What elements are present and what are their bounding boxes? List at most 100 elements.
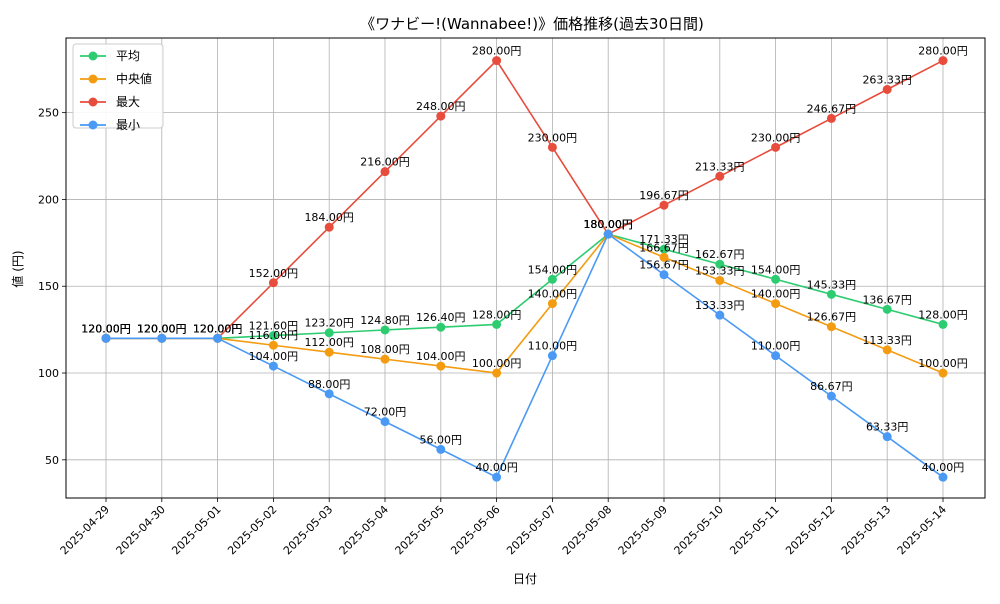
series-point-平均 xyxy=(771,274,781,284)
grid-layer xyxy=(66,38,985,498)
data-label-最大: 280.00円 xyxy=(472,45,522,58)
data-label-最大: 263.33円 xyxy=(862,74,912,87)
data-label-最大: 196.67円 xyxy=(639,189,689,202)
data-label-最小: 63.33円 xyxy=(866,421,909,434)
series-point-平均 xyxy=(436,322,446,332)
series-point-最小 xyxy=(157,333,167,343)
series-point-中央値 xyxy=(380,354,390,364)
series-point-平均 xyxy=(826,289,836,299)
series-point-最大 xyxy=(771,142,781,152)
series-point-最大 xyxy=(659,200,669,210)
series-point-中央値 xyxy=(547,299,557,309)
data-label-平均: 128.00円 xyxy=(472,308,522,321)
data-label-最大: 248.00円 xyxy=(416,100,466,113)
series-line-平均 xyxy=(106,233,944,340)
x-tick-label: 2025-05-04 xyxy=(337,503,391,557)
series-point-最大 xyxy=(324,222,334,232)
data-label-最大: 230.00円 xyxy=(528,131,578,144)
data-label-最小: 110.00円 xyxy=(528,340,578,353)
data-label-中央値: 120.00円 xyxy=(81,322,131,335)
series-point-最大 xyxy=(882,85,892,95)
data-label-最大: 216.00円 xyxy=(360,156,410,169)
series-point-最小 xyxy=(826,391,836,401)
y-tick-label: 250 xyxy=(38,107,59,120)
series-point-最小 xyxy=(324,389,334,399)
data-label-平均: 120.00円 xyxy=(137,322,187,335)
x-tick-label: 2025-05-09 xyxy=(616,503,670,557)
data-label-平均: 120.00円 xyxy=(81,322,131,335)
series-point-最小 xyxy=(938,472,948,482)
legend-swatch-marker xyxy=(88,97,98,107)
series-point-中央値 xyxy=(771,299,781,309)
data-label-中央値: 180.00円 xyxy=(583,218,633,231)
data-label-最小: 86.67円 xyxy=(810,380,853,393)
x-tick-label: 2025-04-29 xyxy=(58,503,112,557)
data-label-中央値: 120.00円 xyxy=(137,322,187,335)
data-label-最小: 120.00円 xyxy=(193,322,243,335)
data-label-平均: 171.33円 xyxy=(639,233,689,246)
y-tick-label: 100 xyxy=(38,367,59,380)
legend-label: 最小 xyxy=(116,118,140,132)
data-label-平均: 128.00円 xyxy=(918,308,968,321)
series-point-中央値 xyxy=(659,252,669,262)
series-point-最小 xyxy=(492,472,502,482)
x-tick-label: 2025-04-30 xyxy=(114,503,168,557)
series-point-平均 xyxy=(380,325,390,335)
series-point-中央値 xyxy=(826,322,836,332)
data-label-中央値: 113.33円 xyxy=(862,334,912,347)
series-line-最小 xyxy=(106,232,944,479)
x-tick-label: 2025-05-12 xyxy=(783,503,837,557)
data-label-最大: 184.00円 xyxy=(304,211,354,224)
data-label-平均: 126.40円 xyxy=(416,311,466,324)
series-point-中央値 xyxy=(715,275,725,285)
data-label-平均: 123.20円 xyxy=(304,317,354,330)
data-label-平均: 120.00円 xyxy=(193,322,243,335)
data-label-平均: 154.00円 xyxy=(528,263,578,276)
x-tick-label: 2025-05-07 xyxy=(504,503,558,557)
y-tick-label: 50 xyxy=(45,454,59,467)
legend-swatch-marker xyxy=(88,120,98,130)
x-tick-label: 2025-05-14 xyxy=(895,503,949,557)
data-label-平均: 121.60円 xyxy=(249,320,299,333)
series-point-最大 xyxy=(380,167,390,177)
data-label-最小: 180.00円 xyxy=(583,218,633,231)
series-point-中央値 xyxy=(882,345,892,355)
series-point-最小 xyxy=(659,270,669,280)
x-tick-label: 2025-05-08 xyxy=(560,503,614,557)
data-labels-layer: 120.00円 120.00円 120.00円 121.60円 123.20円 124.8… xyxy=(81,45,968,475)
data-label-平均: 136.67円 xyxy=(862,293,912,306)
series-point-最小 xyxy=(715,310,725,320)
data-label-中央値: 140.00円 xyxy=(751,288,801,301)
data-label-最小: 156.67円 xyxy=(639,259,689,272)
data-label-最小: 40.00円 xyxy=(922,461,965,474)
data-label-最小: 120.00円 xyxy=(137,322,187,335)
series-point-最小 xyxy=(771,351,781,361)
data-label-最大: 213.33円 xyxy=(695,160,745,173)
series-point-中央値 xyxy=(268,340,278,350)
data-label-中央値: 166.67円 xyxy=(639,241,689,254)
y-axis-label: 値 (円) xyxy=(10,250,25,287)
data-label-中央値: 116.00円 xyxy=(249,329,299,342)
series-point-平均 xyxy=(324,328,334,338)
series-point-最大 xyxy=(715,171,725,181)
y-tick-label: 150 xyxy=(38,280,59,293)
data-label-平均: 124.80円 xyxy=(360,314,410,327)
series-point-平均 xyxy=(938,319,948,329)
data-label-中央値: 100.00円 xyxy=(918,357,968,370)
data-label-最大: 180.00円 xyxy=(583,218,633,231)
data-label-最小: 104.00円 xyxy=(249,350,299,363)
series-point-最大 xyxy=(547,142,557,152)
series-point-最大 xyxy=(436,111,446,121)
data-label-中央値: 112.00円 xyxy=(304,336,354,349)
series-point-最小 xyxy=(268,361,278,371)
legend-swatch-marker xyxy=(88,51,98,61)
legend-label: 最大 xyxy=(116,95,140,109)
legend-box xyxy=(72,43,164,129)
series-layer xyxy=(101,56,948,482)
data-label-最小: 56.00円 xyxy=(420,433,463,446)
series-point-最小 xyxy=(882,432,892,442)
data-label-最小: 133.33円 xyxy=(695,299,745,312)
plot-frame xyxy=(65,37,986,499)
y-tick-label: 200 xyxy=(38,193,59,206)
